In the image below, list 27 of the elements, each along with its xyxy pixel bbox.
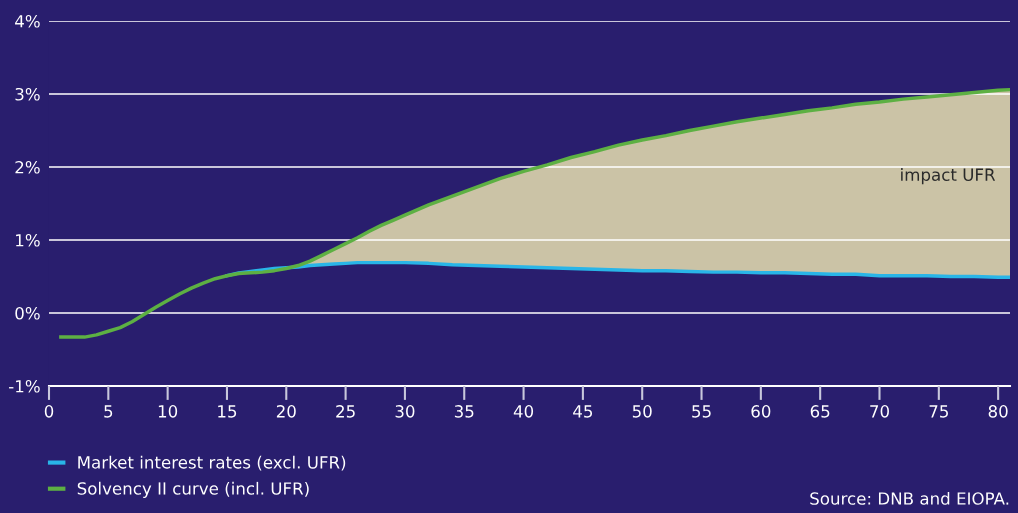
x-tick-label: 70 [870,405,889,418]
x-tick-label: 60 [751,405,771,418]
x-tick-label: 80 [988,405,1008,418]
x-tick-label: 5 [104,405,113,418]
x-tick-label: 50 [632,405,652,418]
x-tick-label: 55 [692,405,711,418]
x-tick-label: 45 [573,405,593,418]
x-tick-label: 40 [513,405,534,418]
legend-label: Solvency II curve (incl. UFR) [77,481,309,498]
x-tick-label: 25 [336,405,355,418]
x-tick-label: 0 [44,405,54,418]
y-tick-label: 2% [15,160,40,174]
x-tick-label: 15 [218,405,237,418]
x-tick-label: 30 [395,405,415,418]
annotation: impact UFR [901,168,996,185]
y-tick-label: 4% [15,14,40,28]
x-tick-label: 20 [276,405,296,418]
y-tick-label: 3% [15,87,40,101]
x-tick-label: 75 [929,405,948,418]
x-tick-label: 65 [810,405,830,418]
y-tick-label: -1% [9,379,40,393]
y-tick-label: 0% [15,306,40,320]
legend-label: Market interest rates (excl. UFR) [78,455,346,471]
x-tick-label: 10 [158,405,178,418]
x-tick-label: 35 [454,405,474,418]
y-tick-label: 1% [16,233,40,247]
source-note: Source: DNB and EIOPA. [810,491,1009,505]
